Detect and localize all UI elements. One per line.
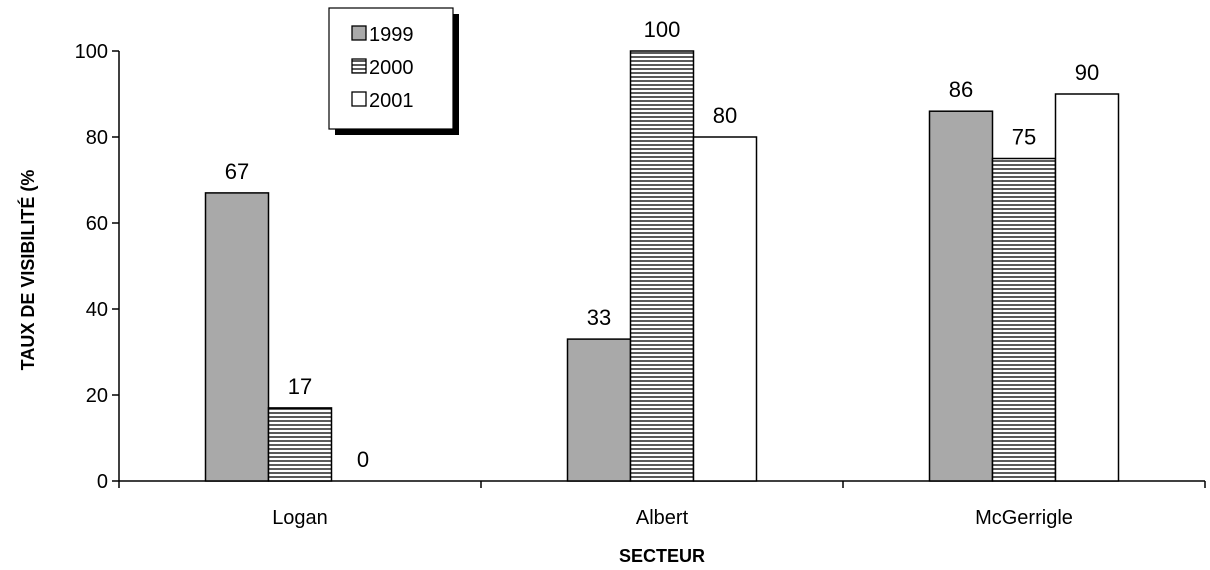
legend-label: 1999 bbox=[369, 24, 414, 46]
legend-label: 2000 bbox=[369, 57, 414, 79]
bar bbox=[267, 407, 333, 482]
legend-swatch bbox=[351, 91, 367, 107]
data-label: 75 bbox=[1012, 125, 1036, 150]
y-tick-label: 40 bbox=[86, 299, 108, 321]
bar bbox=[928, 110, 994, 482]
bar bbox=[692, 136, 758, 482]
y-axis-title: TAUX DE VISIBILITÉ (% bbox=[17, 170, 38, 371]
x-axis: Logan Albert McGerrigle bbox=[118, 480, 1206, 529]
legend: 1999 2000 2001 bbox=[328, 7, 459, 135]
y-tick-label: 20 bbox=[86, 385, 108, 407]
bar bbox=[991, 157, 1057, 482]
legend-box bbox=[328, 7, 454, 130]
bar bbox=[204, 192, 270, 482]
legend-swatch bbox=[351, 25, 367, 41]
y-tick-label: 80 bbox=[86, 127, 108, 149]
x-axis-title: SECTEUR bbox=[619, 546, 705, 566]
bar bbox=[1054, 93, 1120, 482]
data-label: 90 bbox=[1075, 60, 1099, 85]
data-label: 80 bbox=[713, 103, 737, 128]
y-axis: 0 20 40 60 80 100 bbox=[75, 41, 120, 493]
legend-label: 2001 bbox=[369, 90, 414, 112]
x-category-label: Albert bbox=[636, 507, 689, 529]
y-tick-label: 100 bbox=[75, 41, 108, 63]
bar bbox=[629, 50, 695, 482]
data-label: 67 bbox=[225, 159, 249, 184]
data-label: 0 bbox=[357, 447, 369, 472]
bars bbox=[204, 50, 1120, 482]
y-tick-label: 60 bbox=[86, 213, 108, 235]
legend-swatch bbox=[351, 58, 367, 74]
data-label: 17 bbox=[288, 374, 312, 399]
x-category-label: McGerrigle bbox=[975, 507, 1073, 529]
data-label: 100 bbox=[644, 17, 681, 42]
y-tick-label: 0 bbox=[97, 471, 108, 493]
bar bbox=[566, 338, 632, 482]
x-category-label: Logan bbox=[272, 507, 328, 529]
data-label: 86 bbox=[949, 77, 973, 102]
data-label: 33 bbox=[587, 305, 611, 330]
data-labels: 67 17 0 33 100 80 86 75 90 bbox=[225, 17, 1099, 472]
